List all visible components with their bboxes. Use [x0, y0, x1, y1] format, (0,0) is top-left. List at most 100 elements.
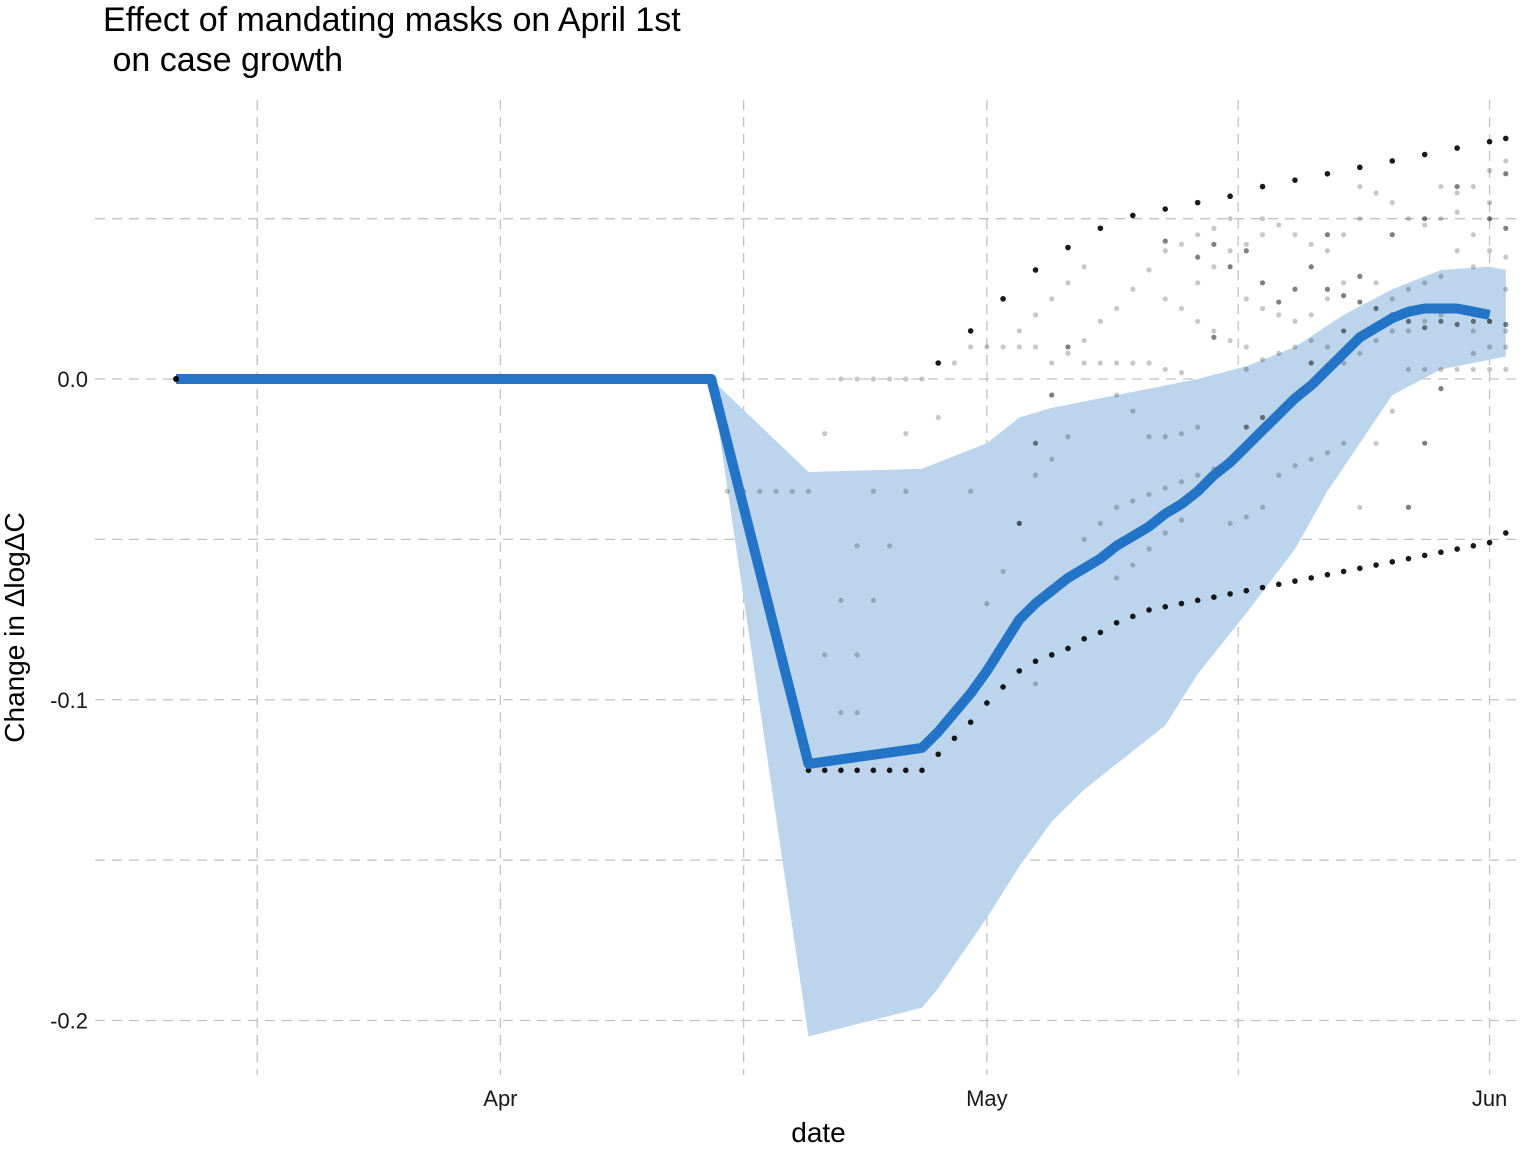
scatter-point-light	[1195, 280, 1201, 286]
scatter-point-light	[968, 488, 974, 494]
scatter-point-light	[1357, 350, 1363, 356]
scatter-point-light	[1292, 318, 1298, 324]
scatter-point-light	[1243, 344, 1249, 350]
scatter-point-light	[1178, 479, 1185, 485]
scatter-point-light	[1130, 286, 1136, 292]
scatter-point-lower	[821, 767, 828, 774]
scatter-point-light	[1114, 305, 1120, 312]
scatter-point-light	[1114, 504, 1120, 510]
scatter-point-light	[1259, 216, 1266, 222]
scatter-point-medium	[1503, 225, 1509, 231]
scatter-point-lower	[1065, 645, 1071, 652]
scatter-point-light	[1259, 357, 1266, 363]
scatter-point-lower	[886, 767, 893, 774]
scatter-point-light	[1081, 536, 1087, 542]
scatter-point-light	[1114, 360, 1120, 366]
scatter-point-light	[1162, 248, 1168, 254]
scatter-point-lower	[1405, 555, 1412, 562]
scatter-point-light	[854, 652, 860, 658]
scatter-point-light	[1341, 440, 1347, 446]
scatter-point-medium	[1438, 318, 1444, 324]
scatter-point-medium	[1438, 386, 1444, 392]
scatter-point-light	[1308, 337, 1314, 344]
scatter-point-light	[1114, 392, 1120, 398]
scatter-point-light	[1243, 296, 1249, 302]
scatter-point-light	[1276, 312, 1282, 318]
scatter-point-light	[1405, 328, 1412, 334]
scatter-point-light	[1308, 456, 1314, 462]
scatter-point-light	[1389, 328, 1395, 334]
scatter-point-light	[1324, 344, 1331, 350]
scatter-point-upper	[1259, 183, 1266, 190]
scatter-point-lower	[1194, 597, 1201, 604]
scatter-point-light	[1130, 360, 1136, 366]
scatter-point-light	[1000, 568, 1006, 575]
scatter-point-light	[1341, 360, 1347, 366]
effect-line	[176, 303, 1491, 769]
scatter-point-light	[1162, 296, 1168, 302]
scatter-point-light	[1422, 318, 1428, 324]
scatter-point-light	[1438, 273, 1444, 279]
scatter-point-lower	[935, 751, 942, 758]
scatter-point-light	[1405, 286, 1412, 292]
scatter-point-light	[1065, 350, 1071, 356]
scatter-point-upper	[1357, 164, 1363, 171]
scatter-point-upper	[1292, 177, 1298, 183]
scatter-point-lower	[1389, 559, 1396, 565]
scatter-point-light	[1081, 360, 1087, 366]
chart-title: Effect of mandating masks on April 1st o…	[103, 1, 681, 79]
scatter-point-medium	[1454, 321, 1460, 328]
scatter-point-lower	[1146, 607, 1152, 613]
scatter-point-light	[1389, 408, 1395, 414]
scatter-point-light	[1227, 216, 1233, 222]
y-tick-label: -0.2	[50, 1008, 88, 1033]
scatter-point-upper	[1130, 212, 1136, 219]
scatter-point-light	[1324, 450, 1331, 456]
scatter-point-light	[854, 709, 860, 716]
scatter-point-light	[1503, 344, 1509, 350]
scatter-point-light	[1259, 504, 1266, 510]
scatter-point-light	[1405, 366, 1412, 373]
scatter-point-light	[1162, 530, 1168, 536]
scatter-point-upper	[1032, 267, 1039, 273]
scatter-point-light	[1438, 216, 1444, 222]
scatter-point-lower	[1000, 684, 1006, 690]
scatter-point-light	[1357, 183, 1363, 190]
scatter-point-light	[1357, 216, 1363, 222]
scatter-point-light	[773, 488, 779, 494]
scatter-point-medium	[1405, 318, 1412, 324]
scatter-point-medium	[1211, 241, 1217, 247]
scatter-point-light	[968, 344, 974, 350]
scatter-point-upper	[1000, 296, 1006, 302]
scatter-point-medium	[1276, 299, 1282, 305]
scatter-point-light	[1130, 498, 1136, 504]
scatter-point-light	[1438, 312, 1444, 318]
scatter-point-light	[854, 543, 860, 549]
scatter-point-light	[1373, 280, 1379, 286]
scatter-point-light	[1227, 520, 1233, 526]
scatter-point-light	[984, 344, 990, 350]
scatter-point-light	[1227, 248, 1233, 254]
scatter-point-light	[1454, 366, 1460, 373]
scatter-point-light	[886, 543, 893, 549]
scatter-point-light	[1178, 305, 1185, 312]
scatter-point-light	[1146, 267, 1152, 273]
scatter-point-medium	[1422, 440, 1428, 446]
scatter-point-lower	[1421, 552, 1428, 559]
scatter-point-light	[1097, 318, 1103, 324]
scatter-point-light	[1308, 241, 1314, 247]
scatter-point-upper	[1421, 151, 1428, 158]
scatter-point-lower	[902, 767, 909, 774]
scatter-point-light	[1097, 360, 1103, 366]
scatter-point-medium	[1470, 318, 1476, 324]
scatter-point-light	[1211, 225, 1217, 231]
scatter-point-light	[1032, 312, 1039, 318]
scatter-point-light	[1454, 248, 1460, 254]
scatter-point-medium	[1195, 254, 1201, 260]
scatter-point-lower	[1357, 565, 1363, 572]
scatter-point-light	[1308, 312, 1314, 318]
scatter-point-light	[1227, 337, 1233, 344]
scatter-point-light	[919, 376, 925, 382]
scatter-point-light	[1162, 434, 1168, 440]
